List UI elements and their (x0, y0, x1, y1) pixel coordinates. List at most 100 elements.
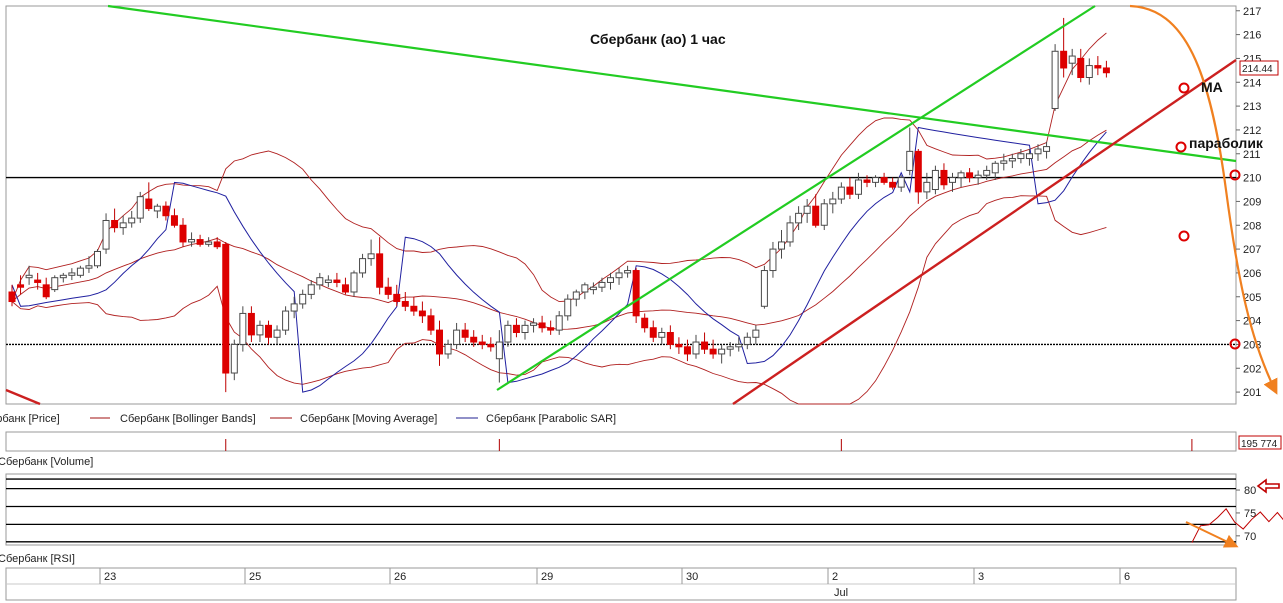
candle-body (94, 250, 101, 267)
time-tick-label: 26 (394, 571, 406, 583)
candle (820, 199, 828, 231)
price-panel (5, 5, 1237, 405)
candle (949, 172, 956, 192)
candle-body (341, 284, 349, 293)
candle-body (649, 327, 657, 338)
rsi-arrow-icon (1256, 478, 1280, 494)
candle (547, 320, 555, 335)
candle-body (675, 343, 683, 348)
candle-body (872, 177, 880, 183)
candle (658, 327, 666, 345)
candle-body (581, 284, 589, 293)
candle-body (256, 324, 264, 336)
candle (1025, 148, 1033, 166)
candle-body (1094, 65, 1102, 69)
candle (795, 206, 803, 231)
candle-body (367, 253, 375, 260)
rsi-tick-label: 80 (1244, 485, 1256, 497)
highlight-circle (1229, 338, 1241, 350)
candle (307, 280, 315, 300)
candle (752, 325, 760, 345)
candle (897, 175, 905, 192)
price-legend: Сбербанк [Price] Сбербанк [Bollinger Ban… (0, 413, 616, 425)
candle (51, 275, 59, 292)
candle-body (136, 196, 144, 219)
time-tick-label: 23 (104, 571, 116, 583)
candle-body (504, 324, 512, 343)
candle (111, 208, 119, 233)
time-month-label: Jul (834, 587, 848, 599)
candle (384, 277, 392, 300)
candle (410, 296, 418, 316)
candle-body (889, 181, 897, 188)
candle-body (307, 284, 315, 295)
price-tick-label: 201 (1243, 387, 1261, 399)
price-tick-label: 214 (1243, 77, 1261, 89)
candle-body (726, 346, 734, 350)
price-tick-label: 217 (1243, 6, 1261, 18)
candle-body (666, 332, 674, 345)
candle-body (1077, 57, 1085, 78)
time-tick-label: 29 (541, 571, 553, 583)
rsi-tick-label: 70 (1244, 531, 1256, 543)
highlight-circle (1229, 169, 1241, 181)
candle-body (589, 286, 597, 291)
candle-body (778, 241, 785, 250)
candle-body (572, 291, 580, 300)
candle-body (470, 336, 478, 343)
candle-body (752, 329, 760, 338)
candle-body (991, 162, 999, 174)
candle (572, 289, 580, 307)
candle (68, 268, 76, 281)
candle (8, 284, 16, 307)
candle (632, 268, 640, 323)
price-tick-label: 204 (1243, 316, 1261, 328)
candle (1077, 48, 1085, 83)
price-tick-label: 208 (1243, 220, 1261, 232)
candle (42, 277, 50, 300)
candle (675, 337, 683, 354)
candle-body (598, 281, 606, 288)
candle-body (145, 198, 153, 210)
candle-body (495, 341, 503, 360)
candle-body (393, 293, 401, 303)
candle (256, 320, 264, 343)
parabolic-sar-line (11, 126, 1107, 393)
candle-body (239, 312, 247, 345)
candle-body (1068, 55, 1076, 64)
price-tick-label: 209 (1243, 196, 1261, 208)
candle (812, 194, 820, 228)
candle (564, 294, 572, 321)
candle (213, 237, 221, 250)
candle (59, 272, 67, 283)
candle-body (837, 186, 845, 200)
candle-body (854, 179, 862, 195)
highlight-circle (1175, 141, 1187, 153)
candle (530, 318, 538, 333)
candle (589, 282, 597, 295)
candle (598, 277, 606, 292)
candle (230, 339, 238, 381)
candle-body (179, 224, 187, 243)
rsi-tick-label: 75 (1244, 508, 1256, 520)
candle (974, 170, 982, 185)
candle (854, 172, 862, 200)
candle (282, 306, 290, 335)
price-tick-label: 206 (1243, 268, 1261, 280)
support-trendline (732, 59, 1237, 405)
candle-body (42, 284, 50, 298)
candle (162, 201, 170, 221)
candle-body (25, 274, 33, 279)
candle-body (923, 181, 931, 193)
candle (735, 337, 743, 352)
candle (222, 241, 230, 393)
price-tick-label: 207 (1243, 244, 1261, 256)
candle-body (205, 241, 213, 245)
candle-body (1008, 158, 1016, 162)
candle (119, 215, 127, 235)
candle-body (957, 172, 965, 179)
candle-body (376, 253, 384, 288)
candle (94, 249, 101, 269)
ma-annotation: MA (1201, 79, 1223, 95)
candle-body (68, 272, 76, 276)
